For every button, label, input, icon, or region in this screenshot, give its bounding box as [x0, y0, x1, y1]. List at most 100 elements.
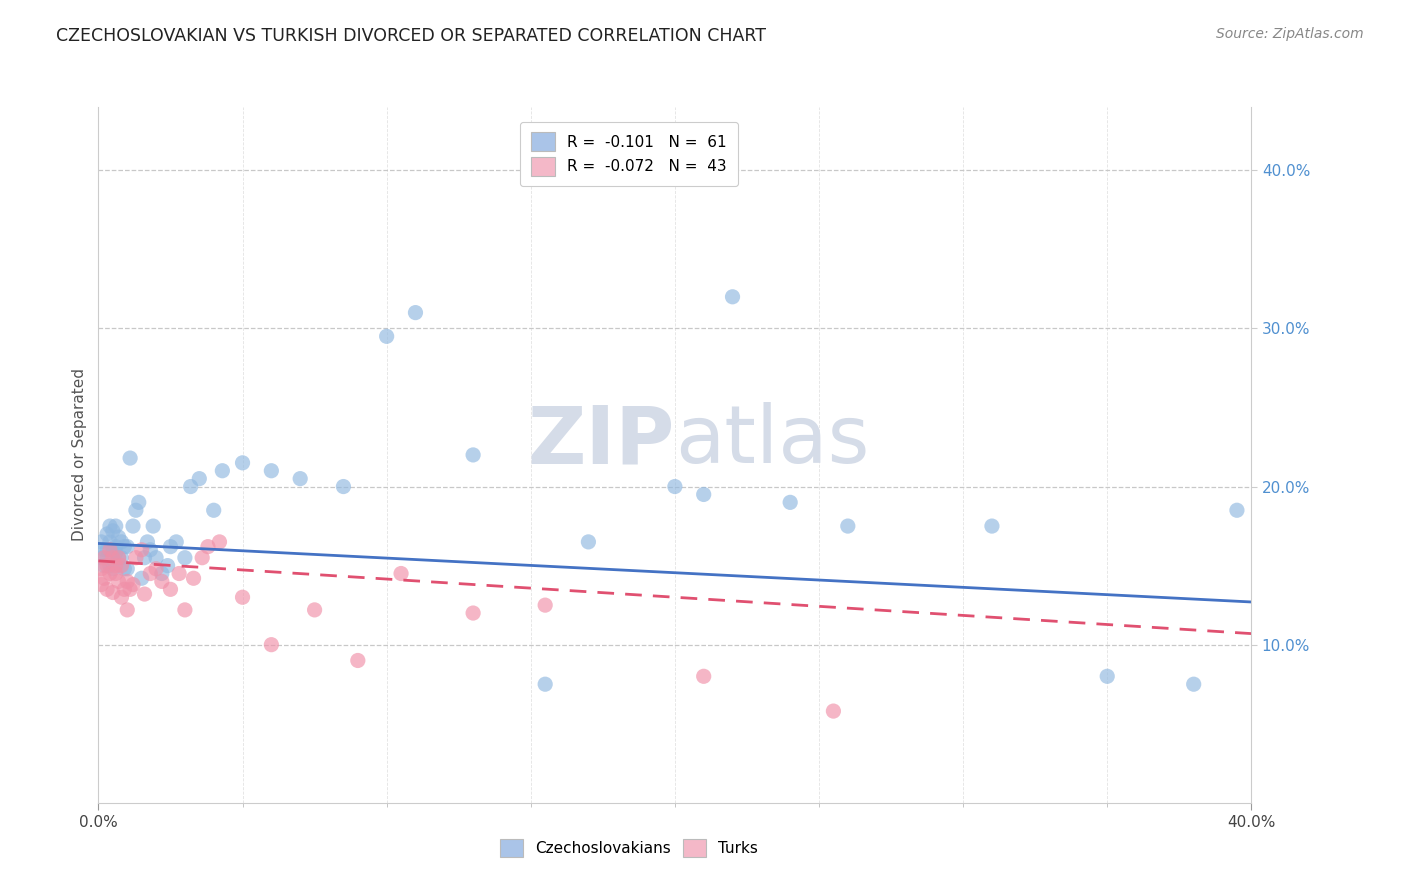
Point [128, 495, 150, 509]
Point [90, 577, 112, 591]
Point [197, 540, 219, 554]
Y-axis label: Divorced or Separated: Divorced or Separated [72, 368, 87, 541]
Point [375, 329, 398, 343]
Point [1182, 677, 1205, 691]
Point [93, 558, 115, 573]
Point [93, 571, 115, 585]
Point [107, 550, 129, 565]
Point [159, 540, 181, 554]
Point [721, 290, 744, 304]
Point [142, 519, 165, 533]
Point [145, 550, 167, 565]
Point [664, 479, 686, 493]
Point [101, 562, 124, 576]
Point [104, 558, 127, 573]
Point [104, 540, 127, 554]
Point [211, 464, 233, 478]
Text: CZECHOSLOVAKIAN VS TURKISH DIVORCED OR SEPARATED CORRELATION CHART: CZECHOSLOVAKIAN VS TURKISH DIVORCED OR S… [56, 27, 766, 45]
Point [693, 669, 716, 683]
Point [104, 546, 127, 560]
Point [98, 566, 121, 581]
Point [1226, 503, 1249, 517]
Point [534, 598, 557, 612]
Point [136, 534, 159, 549]
Point [96, 542, 118, 557]
Point [202, 503, 225, 517]
Point [104, 519, 127, 533]
Legend: Czechoslovakians, Turks: Czechoslovakians, Turks [492, 832, 765, 864]
Point [290, 472, 312, 486]
Point [98, 534, 121, 549]
Point [578, 534, 600, 549]
Point [260, 638, 283, 652]
Point [96, 550, 118, 565]
Point [93, 550, 115, 565]
Point [693, 487, 716, 501]
Point [107, 530, 129, 544]
Point [122, 519, 145, 533]
Point [120, 451, 142, 466]
Point [110, 591, 132, 605]
Point [174, 550, 197, 565]
Point [159, 582, 181, 597]
Point [125, 550, 148, 565]
Point [389, 566, 412, 581]
Point [208, 534, 231, 549]
Point [90, 534, 112, 549]
Point [117, 603, 139, 617]
Point [131, 542, 153, 557]
Point [107, 574, 129, 589]
Point [1097, 669, 1119, 683]
Point [461, 606, 484, 620]
Point [332, 479, 354, 493]
Point [180, 479, 202, 493]
Point [823, 704, 845, 718]
Point [107, 550, 129, 565]
Point [125, 503, 148, 517]
Point [101, 524, 124, 538]
Point [231, 591, 254, 605]
Text: Source: ZipAtlas.com: Source: ZipAtlas.com [1216, 27, 1364, 41]
Point [122, 577, 145, 591]
Point [110, 550, 132, 565]
Point [96, 558, 118, 573]
Point [96, 582, 118, 597]
Point [174, 603, 197, 617]
Point [93, 542, 115, 557]
Point [260, 464, 283, 478]
Point [139, 566, 162, 581]
Point [96, 527, 118, 541]
Point [112, 582, 135, 597]
Point [183, 571, 205, 585]
Point [120, 582, 142, 597]
Point [191, 550, 214, 565]
Point [150, 566, 173, 581]
Point [779, 495, 801, 509]
Point [139, 542, 162, 557]
Point [405, 305, 427, 319]
Text: ZIP: ZIP [527, 402, 675, 480]
Point [110, 558, 132, 573]
Point [117, 562, 139, 576]
Point [101, 542, 124, 557]
Point [165, 534, 187, 549]
Point [346, 653, 368, 667]
Point [145, 562, 167, 576]
Point [98, 558, 121, 573]
Point [90, 550, 112, 565]
Point [104, 566, 127, 581]
Point [117, 574, 139, 589]
Point [98, 519, 121, 533]
Point [150, 574, 173, 589]
Point [134, 587, 156, 601]
Point [188, 472, 211, 486]
Point [231, 456, 254, 470]
Point [117, 540, 139, 554]
Point [131, 571, 153, 585]
Point [101, 585, 124, 599]
Point [461, 448, 484, 462]
Point [167, 566, 190, 581]
Point [981, 519, 1004, 533]
Point [112, 562, 135, 576]
Point [98, 542, 121, 557]
